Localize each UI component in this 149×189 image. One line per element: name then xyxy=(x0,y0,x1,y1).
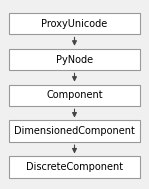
FancyBboxPatch shape xyxy=(9,121,140,142)
Text: DiscreteComponent: DiscreteComponent xyxy=(26,162,123,172)
FancyBboxPatch shape xyxy=(9,49,140,70)
FancyBboxPatch shape xyxy=(9,156,140,178)
Text: Component: Component xyxy=(46,91,103,100)
Text: PyNode: PyNode xyxy=(56,55,93,64)
Text: ProxyUnicode: ProxyUnicode xyxy=(41,19,108,29)
FancyBboxPatch shape xyxy=(9,13,140,35)
Text: DimensionedComponent: DimensionedComponent xyxy=(14,126,135,136)
FancyBboxPatch shape xyxy=(9,85,140,106)
